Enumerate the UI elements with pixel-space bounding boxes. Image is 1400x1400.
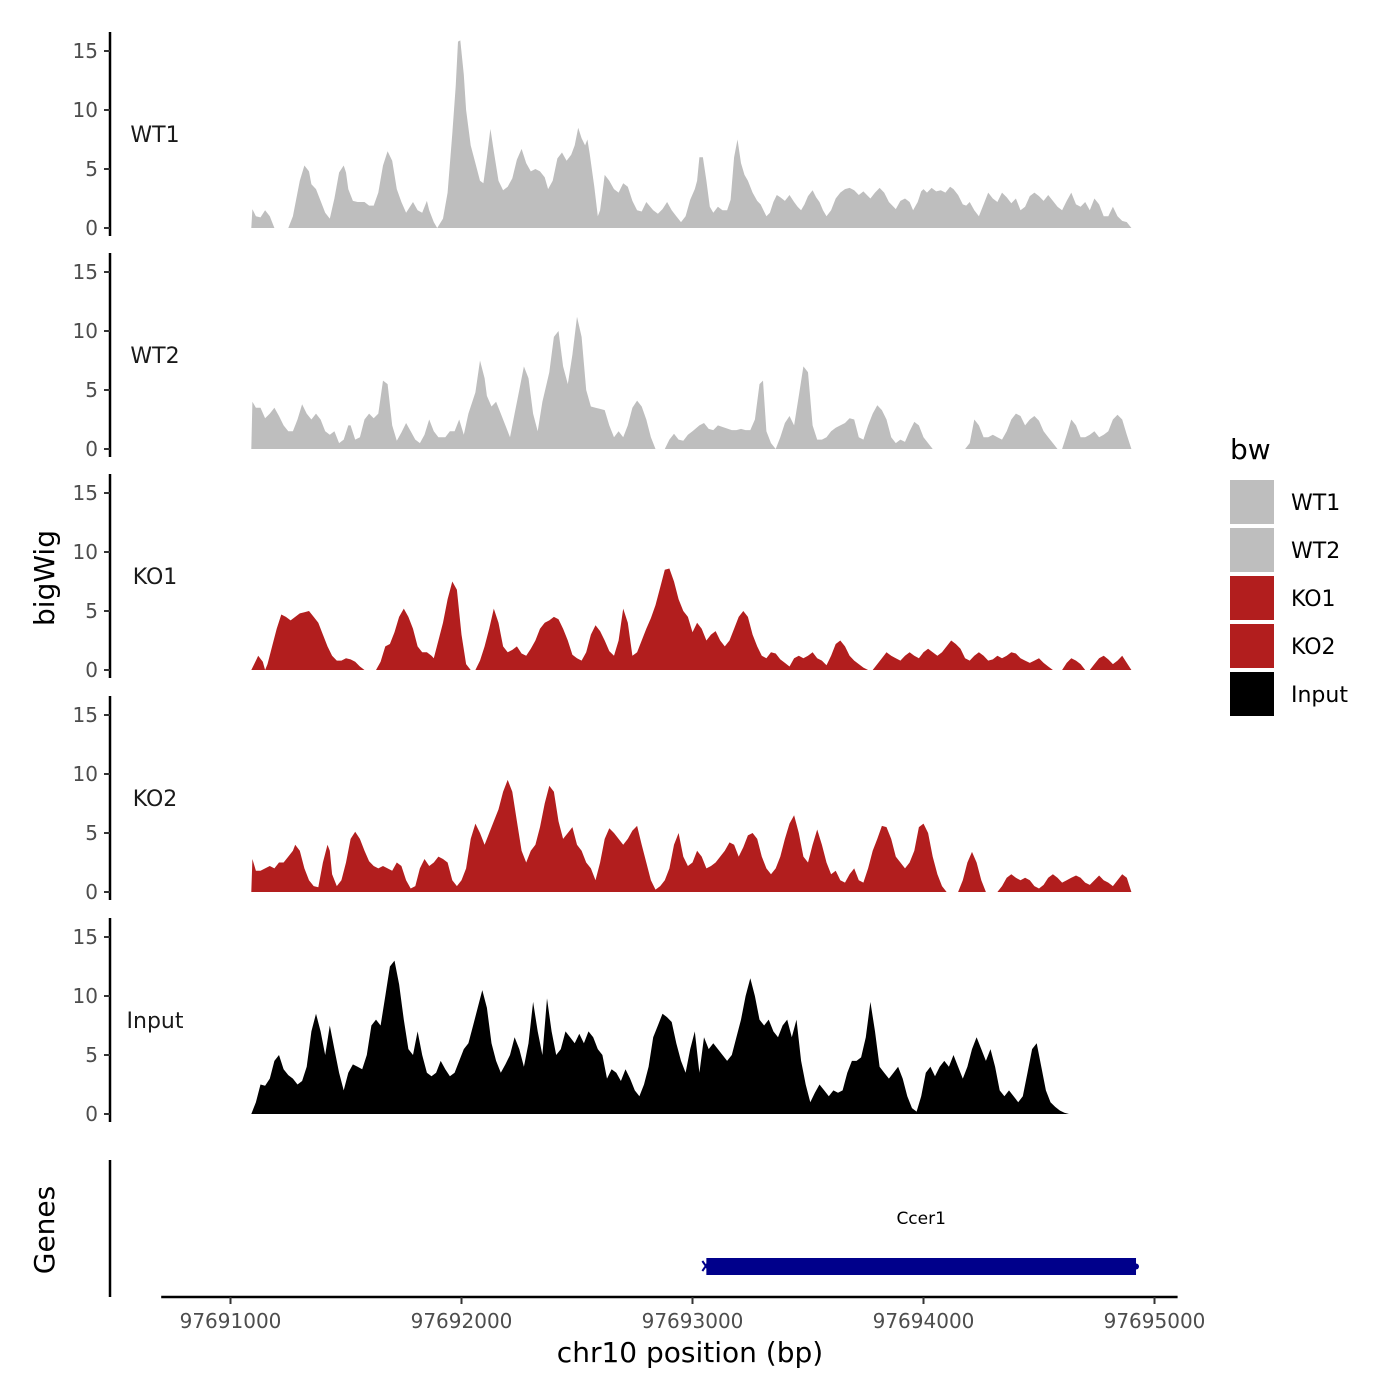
y-tick-label: 10: [73, 540, 98, 564]
y-tick-label: 0: [85, 437, 98, 461]
x-axis: 97691000 97692000 97693000 97694000 97695000: [161, 1295, 1206, 1333]
y-tick-label: 10: [73, 319, 98, 343]
y-tick-label: 15: [73, 39, 98, 63]
x-tick-label: 97691000: [180, 1309, 282, 1333]
track-ko2: 0 5 10 15 KO2: [73, 696, 1132, 904]
x-tick-label: 97692000: [411, 1309, 513, 1333]
y-tick-label: 0: [85, 216, 98, 240]
legend-swatch: [1230, 480, 1274, 524]
y-tick-label: 15: [73, 925, 98, 949]
y-tick-label: 5: [85, 821, 98, 845]
signal-area-ko1: [251, 568, 1132, 670]
signal-tracks: 0 5 10 15 WT1 0 5 10 15 WT2 0 5 10 15 KO1 0 5 10 15 KO2 0 5 10…: [73, 32, 1132, 1126]
legend-label: WT1: [1291, 491, 1340, 516]
x-axis-title: chr10 position (bp): [557, 1336, 823, 1369]
legend-label: KO1: [1291, 587, 1336, 612]
legend-item-wt1: WT1: [1230, 480, 1340, 524]
track-wt2: 0 5 10 15 WT2: [73, 253, 1132, 461]
y-tick-label: 15: [73, 260, 98, 284]
y-tick-label: 5: [85, 599, 98, 623]
y-tick-label: 15: [73, 481, 98, 505]
legend: WT1 WT2 KO1 KO2 Input: [1230, 480, 1348, 716]
track-label: Input: [127, 1009, 184, 1034]
genes-track-title: Genes: [28, 1186, 61, 1274]
track-label: KO1: [133, 565, 178, 590]
gene-end-marker: [1133, 1263, 1140, 1270]
genes-track: Ccer1: [108, 1160, 1140, 1297]
y-tick-label: 5: [85, 378, 98, 402]
y-tick-label: 10: [73, 984, 98, 1008]
legend-swatch: [1230, 624, 1274, 668]
legend-label: Input: [1291, 683, 1348, 708]
legend-swatch: [1230, 576, 1274, 620]
legend-item-ko1: KO1: [1230, 576, 1336, 620]
signal-area-wt1: [251, 40, 1132, 229]
track-input: 0 5 10 15 Input: [73, 918, 1132, 1126]
y-tick-label: 15: [73, 703, 98, 727]
track-wt1: 0 5 10 15 WT1: [73, 32, 1132, 240]
x-tick-label: 97694000: [873, 1309, 975, 1333]
legend-label: KO2: [1291, 635, 1336, 660]
legend-item-input: Input: [1230, 672, 1348, 716]
signal-area-wt2: [251, 316, 1132, 449]
track-label: KO2: [133, 787, 178, 812]
y-tick-label: 5: [85, 157, 98, 181]
y-tick-label: 0: [85, 1102, 98, 1126]
y-tick-label: 5: [85, 1043, 98, 1067]
y-tick-label: 10: [73, 762, 98, 786]
legend-title: bw: [1230, 433, 1271, 466]
gene-body: [706, 1258, 1137, 1275]
y-tick-label: 0: [85, 658, 98, 682]
y-axis-title: bigWig: [28, 530, 61, 626]
legend-label: WT2: [1291, 539, 1340, 564]
signal-area-ko2: [251, 779, 1132, 892]
x-tick-label: 97695000: [1104, 1309, 1206, 1333]
x-tick-label: 97693000: [642, 1309, 744, 1333]
legend-swatch: [1230, 672, 1274, 716]
y-tick-label: 0: [85, 880, 98, 904]
legend-swatch: [1230, 528, 1274, 572]
track-label: WT1: [130, 123, 179, 148]
signal-area-input: [251, 960, 1132, 1114]
track-ko1: 0 5 10 15 KO1: [73, 474, 1132, 682]
gene-start-marker: [701, 1260, 711, 1272]
legend-item-wt2: WT2: [1230, 528, 1340, 572]
gene-label: Ccer1: [896, 1209, 945, 1229]
legend-item-ko2: KO2: [1230, 624, 1336, 668]
y-tick-label: 10: [73, 98, 98, 122]
track-label: WT2: [130, 344, 179, 369]
